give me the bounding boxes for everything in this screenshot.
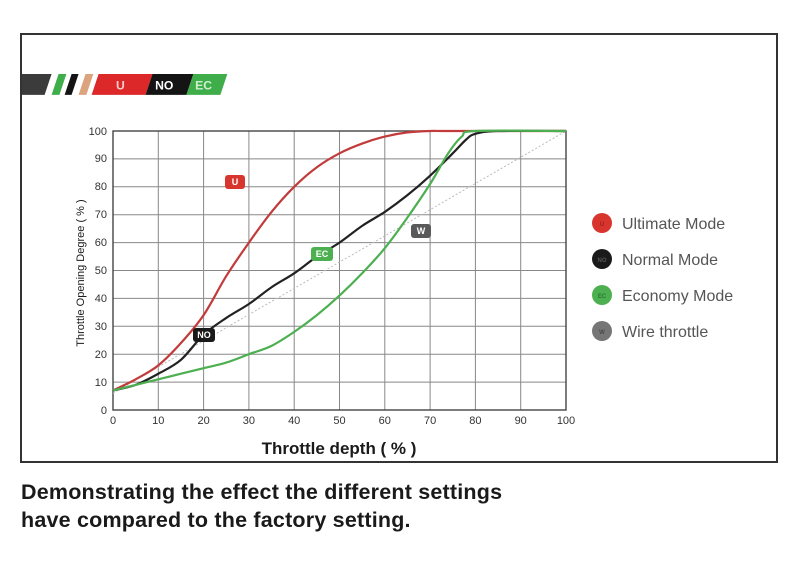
svg-text:NO: NO	[197, 330, 211, 340]
svg-text:0: 0	[110, 415, 116, 427]
svg-text:80: 80	[469, 415, 481, 427]
svg-text:80: 80	[95, 181, 107, 193]
svg-text:30: 30	[243, 415, 255, 427]
svg-text:10: 10	[152, 415, 164, 427]
svg-text:50: 50	[95, 265, 107, 277]
svg-text:30: 30	[95, 321, 107, 333]
svg-text:EC: EC	[598, 294, 607, 300]
svg-text:20: 20	[95, 349, 107, 361]
svg-text:Economy Mode: Economy Mode	[622, 288, 733, 305]
svg-text:0: 0	[101, 405, 107, 417]
svg-text:EC: EC	[316, 249, 329, 259]
svg-text:NO: NO	[598, 258, 607, 264]
svg-text:60: 60	[379, 415, 391, 427]
svg-text:W: W	[599, 330, 605, 336]
svg-text:90: 90	[515, 415, 527, 427]
svg-text:70: 70	[95, 209, 107, 221]
svg-text:Ultimate Mode: Ultimate Mode	[622, 216, 725, 233]
svg-text:Wire throttle: Wire throttle	[622, 324, 708, 341]
svg-text:U: U	[600, 222, 604, 228]
svg-text:100: 100	[89, 126, 107, 138]
svg-text:90: 90	[95, 153, 107, 165]
svg-text:70: 70	[424, 415, 436, 427]
svg-text:Throttle depth ( % ): Throttle depth ( % )	[262, 439, 417, 458]
svg-text:W: W	[417, 226, 426, 236]
svg-text:40: 40	[288, 415, 300, 427]
svg-text:60: 60	[95, 237, 107, 249]
svg-text:U: U	[232, 177, 239, 187]
svg-text:100: 100	[557, 415, 575, 427]
svg-text:Throttle Opening Degree ( % ): Throttle Opening Degree ( % )	[75, 199, 87, 346]
svg-text:10: 10	[95, 377, 107, 389]
svg-text:40: 40	[95, 293, 107, 305]
svg-text:Normal Mode: Normal Mode	[622, 252, 718, 269]
svg-text:50: 50	[333, 415, 345, 427]
svg-text:20: 20	[197, 415, 209, 427]
